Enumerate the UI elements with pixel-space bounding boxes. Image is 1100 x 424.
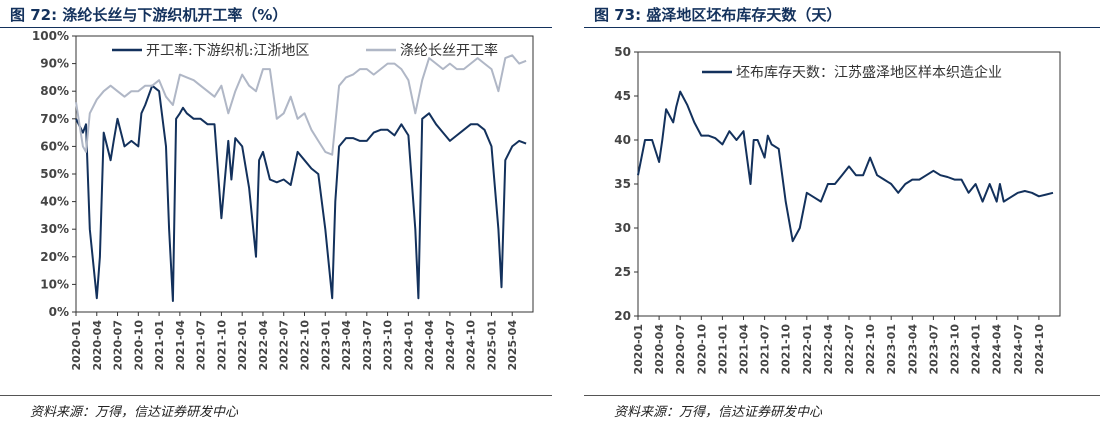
y-tick-label: 35 xyxy=(614,177,631,191)
x-tick-label: 2024-04 xyxy=(991,324,1004,375)
y-tick-label: 0% xyxy=(49,305,69,319)
y-tick-label: 25 xyxy=(614,265,631,279)
x-tick-label: 2022-07 xyxy=(278,320,291,371)
x-tick-label: 2020-10 xyxy=(695,324,708,375)
y-tick-label: 70% xyxy=(40,112,69,126)
x-tick-label: 2020-04 xyxy=(91,320,104,371)
left-figure-panel: 图 72: 涤纶长丝与下游织机开工率（%） 0% 10% 20% 30% 40% 50% 6… xyxy=(0,6,552,420)
x-tick-label: 2022-04 xyxy=(257,320,270,371)
x-tick-label: 2020-04 xyxy=(653,324,666,375)
series-line-1 xyxy=(637,90,1054,243)
series-line-1 xyxy=(75,84,527,302)
y-tick-label: 80% xyxy=(40,84,69,98)
x-tick-label: 2023-07 xyxy=(927,324,940,375)
y-tick-label: 40 xyxy=(614,133,631,147)
x-tick-label: 2020-01 xyxy=(632,324,645,375)
x-tick-label: 2021-07 xyxy=(195,320,208,371)
x-tick-label: 2024-10 xyxy=(465,320,478,371)
x-tick-label: 2020-07 xyxy=(674,324,687,375)
source-note: 资料来源：万得，信达证券研发中心 xyxy=(614,405,823,420)
title-rule xyxy=(0,27,552,28)
x-tick-label: 2023-10 xyxy=(382,320,395,371)
x-tick-label: 2023-10 xyxy=(949,324,962,375)
x-tick-label: 2022-10 xyxy=(864,324,877,375)
plot-frame xyxy=(637,51,1061,317)
y-tick-label: 20% xyxy=(40,250,69,264)
legend-label: 涤纶长丝开工率 xyxy=(400,42,498,59)
x-tick-label: 2023-04 xyxy=(340,320,353,371)
x-tick-label: 2021-07 xyxy=(759,324,772,375)
y-tick-label: 45 xyxy=(614,89,631,103)
x-tick-label: 2023-07 xyxy=(361,320,374,371)
plot-frame xyxy=(75,35,534,313)
y-tick-label: 30 xyxy=(614,221,631,235)
x-tick-label: 2023-04 xyxy=(906,324,919,375)
right-figure-panel: 图 73: 盛泽地区坯布库存天数（天） 20 25 30 35 40 45 50 2020-0… xyxy=(584,0,1100,424)
legend-label: 坯布库存天数：江苏盛泽地区样本织造企业 xyxy=(736,64,1002,81)
x-tick-label: 2023-01 xyxy=(319,320,332,371)
figure-title: 图 73: 盛泽地区坯布库存天数（天） xyxy=(594,6,842,24)
x-tick-label: 2020-10 xyxy=(132,320,145,371)
y-tick-label: 100% xyxy=(32,29,69,43)
left-chart: 0% 10% 20% 30% 40% 50% 60% 70% 80% 90% 100% 2020-01… xyxy=(32,29,534,371)
x-tick-label: 2024-10 xyxy=(1033,324,1046,375)
source-note: 资料来源：万得，信达证券研发中心 xyxy=(30,405,239,420)
y-tick-label: 50 xyxy=(614,45,631,59)
legend-label: 开工率:下游织机:江浙地区 xyxy=(146,42,309,59)
x-tick-label: 2021-10 xyxy=(215,320,228,371)
x-tick-label: 2022-04 xyxy=(822,324,835,375)
title-rule xyxy=(584,27,1100,28)
bottom-rule xyxy=(584,395,1100,396)
x-tick-label: 2025-04 xyxy=(506,320,519,371)
x-tick-label: 2023-01 xyxy=(885,324,898,375)
x-tick-label: 2024-07 xyxy=(444,320,457,371)
x-tick-label: 2024-04 xyxy=(423,320,436,371)
x-tick-label: 2021-04 xyxy=(738,324,751,375)
y-tick-label: 90% xyxy=(40,57,69,71)
x-tick-label: 2020-01 xyxy=(70,320,83,371)
y-tick-label: 20 xyxy=(614,309,631,323)
y-tick-label: 30% xyxy=(40,222,69,236)
y-tick-label: 40% xyxy=(40,195,69,209)
right-chart: 20 25 30 35 40 45 50 2020-01 2020-04 2020-07 2020-… xyxy=(614,45,1061,375)
x-tick-label: 2022-01 xyxy=(236,320,249,371)
series-line-2 xyxy=(75,54,527,156)
x-tick-label: 2021-10 xyxy=(780,324,793,375)
x-tick-label: 2022-01 xyxy=(801,324,814,375)
x-tick-label: 2024-01 xyxy=(970,324,983,375)
x-tick-label: 2022-07 xyxy=(843,324,856,375)
x-tick-label: 2020-07 xyxy=(112,320,125,371)
bottom-rule xyxy=(0,395,552,396)
x-tick-label: 2024-07 xyxy=(1012,324,1025,375)
y-tick-label: 10% xyxy=(40,277,69,291)
x-tick-label: 2024-01 xyxy=(402,320,415,371)
x-tick-label: 2022-10 xyxy=(299,320,312,371)
x-tick-label: 2025-01 xyxy=(485,320,498,371)
x-tick-label: 2021-04 xyxy=(174,320,187,371)
y-tick-label: 50% xyxy=(40,167,69,181)
x-tick-label: 2021-01 xyxy=(153,320,166,371)
figure-title: 图 72: 涤纶长丝与下游织机开工率（%） xyxy=(10,6,288,24)
x-tick-label: 2021-01 xyxy=(716,324,729,375)
y-tick-label: 60% xyxy=(40,139,69,153)
